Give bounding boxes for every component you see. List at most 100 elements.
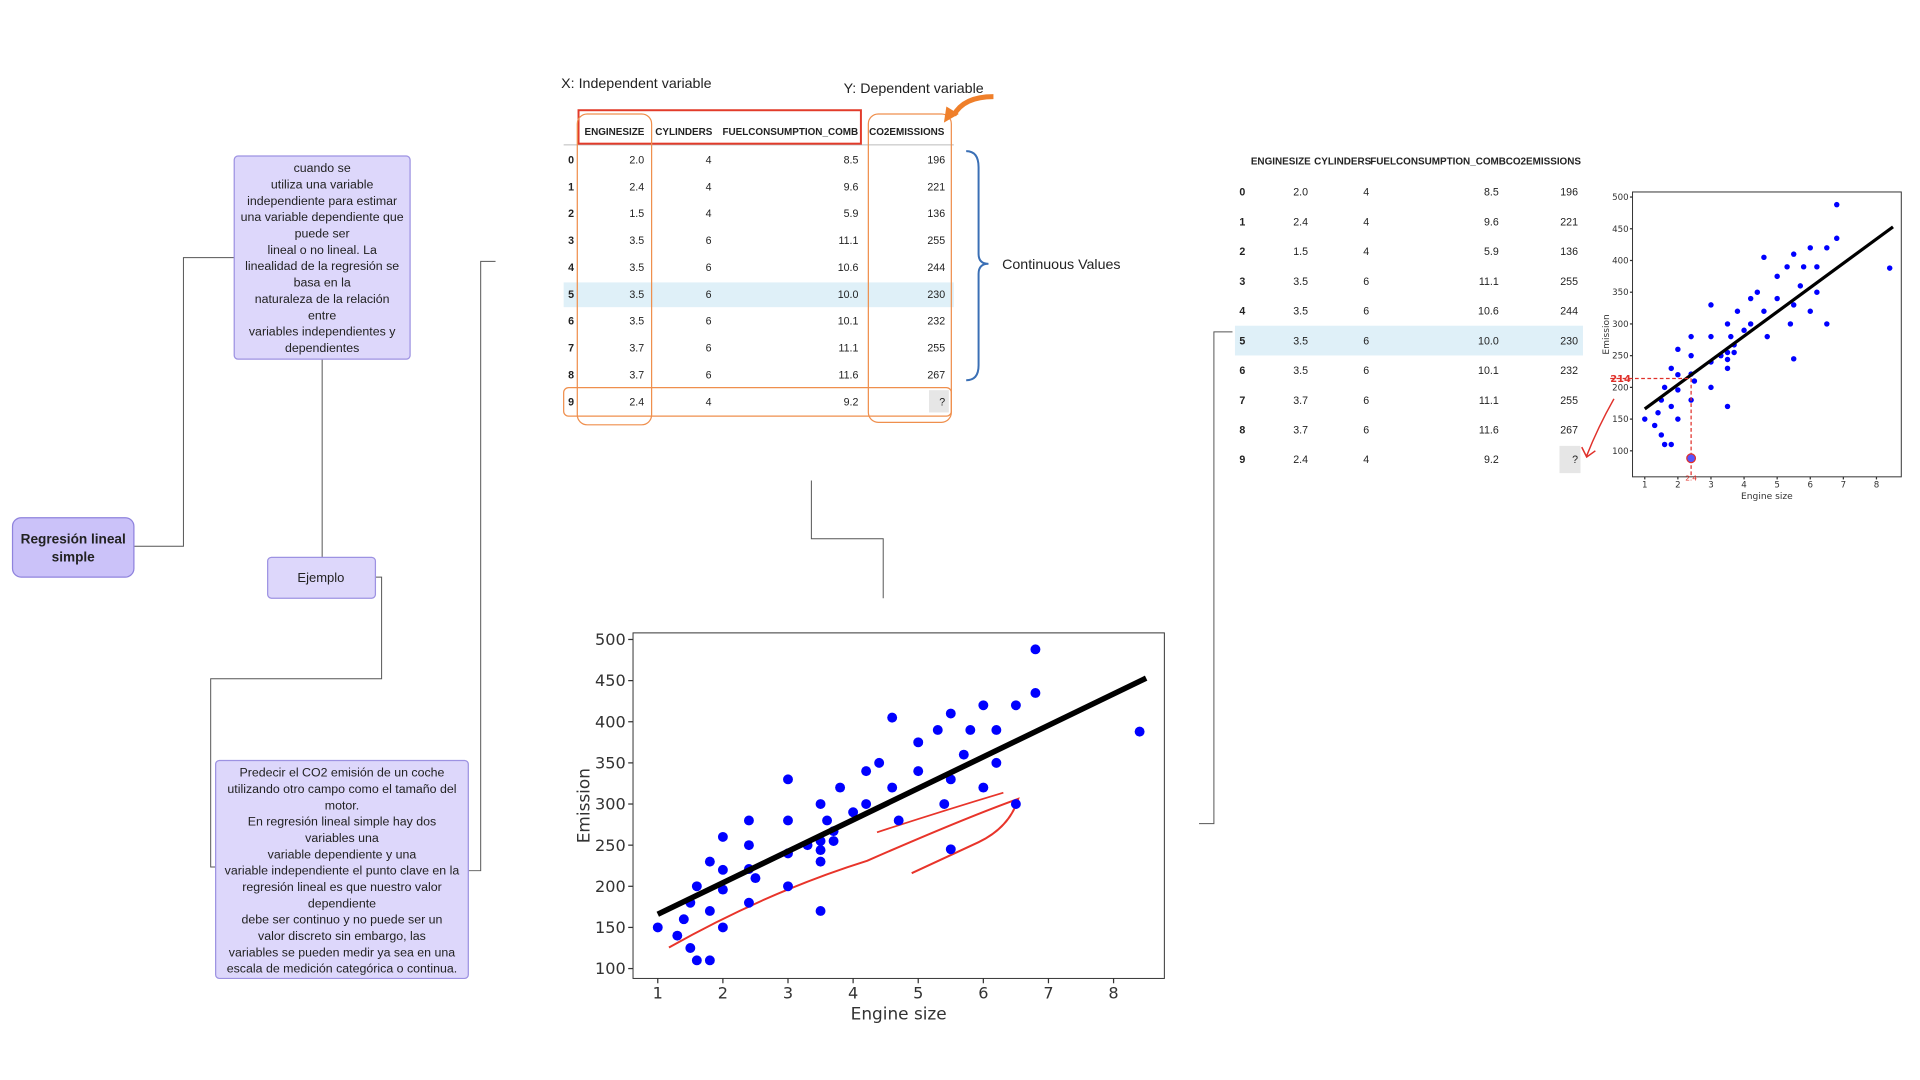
- point: [1774, 273, 1780, 280]
- point: [1747, 295, 1754, 302]
- brace: [966, 150, 989, 382]
- point: [1661, 441, 1668, 448]
- x-tick-label: 5: [1774, 481, 1780, 491]
- point: [815, 799, 826, 809]
- point: [691, 955, 702, 966]
- point: [743, 897, 754, 908]
- scatter-chart: 1 2 3 4 5 6 7 8 100 150 200 250 300 350 400 450 500 Engin…: [1581, 191, 1902, 502]
- point: [652, 922, 663, 933]
- point: [1761, 308, 1767, 314]
- point: [991, 725, 1002, 735]
- point: [685, 943, 696, 953]
- highlight-box: [563, 387, 952, 417]
- point: [672, 930, 683, 941]
- x-axis-label: Engine size: [1741, 492, 1793, 502]
- point: [1834, 201, 1840, 208]
- point: [1708, 384, 1714, 391]
- x-tick-label: 7: [1841, 481, 1847, 491]
- node-label: Regresión lineal simple: [21, 532, 126, 565]
- table-cell: 3.7: [629, 343, 644, 355]
- table-cell: 6: [568, 316, 574, 328]
- point: [1724, 403, 1731, 410]
- table-cell: 221: [927, 181, 945, 193]
- x-tick-label: 5: [913, 984, 923, 1003]
- table-cell: 5: [1239, 335, 1245, 347]
- highlight-box: [577, 109, 862, 145]
- y-axis-label: Emission: [574, 768, 594, 843]
- y-tick-label: 200: [1612, 383, 1629, 393]
- point: [913, 766, 924, 777]
- node-box[interactable]: [233, 155, 411, 360]
- point: [717, 884, 728, 895]
- table-cell: 267: [927, 369, 945, 381]
- table-cell: 6: [1363, 335, 1369, 347]
- point: [1708, 302, 1714, 308]
- point: [1764, 333, 1770, 340]
- point: [1734, 308, 1741, 314]
- table-cell: 4: [1363, 216, 1369, 228]
- table-cell: 10.0: [838, 289, 859, 301]
- table-cell: 11.1: [1479, 395, 1499, 407]
- point: [1708, 333, 1714, 340]
- fit-line: [656, 675, 1148, 917]
- point: [1675, 416, 1681, 422]
- table-cell: 8.5: [844, 154, 859, 166]
- point: [1774, 295, 1780, 302]
- table-cell: 0: [1239, 187, 1245, 199]
- x-tick-label: 1: [1642, 481, 1648, 491]
- table-cell: 230: [1560, 335, 1578, 347]
- point: [678, 914, 689, 925]
- table-cell: 9: [568, 396, 574, 408]
- y-tick-label: 150: [1612, 415, 1629, 425]
- point: [932, 725, 943, 735]
- table-cell: 3.5: [629, 235, 644, 247]
- point: [704, 856, 715, 867]
- column-header: CYLINDERS: [655, 127, 713, 138]
- point: [1030, 687, 1041, 698]
- table-cell: 2.4: [1293, 216, 1308, 228]
- table-cell: 2: [1239, 246, 1245, 258]
- scatter-chart: 1 2 3 4 5 6 7 8 100 150 200 250 300 350 400 450 500 Engin…: [574, 630, 1165, 1023]
- table-cell: 4: [1363, 454, 1369, 466]
- x-tick-label: 2: [1675, 481, 1681, 491]
- point: [1747, 321, 1754, 327]
- point: [1691, 378, 1698, 384]
- point: [1134, 726, 1145, 737]
- annotation: X: Independent variable: [561, 76, 711, 92]
- scribble: [876, 791, 1004, 834]
- table-cell: 5.9: [844, 208, 859, 220]
- table-cell: 3.5: [1293, 306, 1308, 318]
- arrow-head: [943, 106, 959, 123]
- y-tick-label: 250: [1612, 352, 1629, 362]
- table-cell: 3.5: [1293, 276, 1308, 288]
- node-box[interactable]: [267, 556, 377, 599]
- x-tick-label: 4: [1741, 481, 1747, 491]
- point: [1661, 384, 1668, 391]
- annotation: Continuous Values: [1002, 257, 1120, 273]
- table-cell: 267: [1560, 424, 1578, 436]
- point: [887, 712, 898, 723]
- x-tick-label: 2: [718, 984, 728, 1003]
- table-cell: 7: [568, 343, 574, 355]
- point: [1728, 333, 1734, 340]
- table-cell: 230: [927, 289, 945, 301]
- point: [691, 881, 702, 892]
- point: [1642, 416, 1648, 422]
- table-cell: 8.5: [1484, 187, 1499, 199]
- table-cell: 11.6: [839, 369, 859, 381]
- point: [783, 881, 793, 892]
- table-cell: 255: [1560, 276, 1578, 288]
- point: [1790, 356, 1797, 362]
- column-header: ENGINESIZE: [1251, 157, 1311, 168]
- y-tick-label: 500: [1612, 193, 1629, 203]
- root-node[interactable]: [11, 517, 135, 578]
- point: [743, 815, 754, 826]
- node-box[interactable]: [215, 759, 469, 980]
- node-label: cuando se utiliza una variable independien…: [241, 161, 404, 355]
- table-cell: 3.5: [629, 289, 644, 301]
- column-header: CYLINDERS: [1314, 157, 1372, 168]
- table-cell: 3.5: [1293, 335, 1308, 347]
- table-cell: 232: [927, 316, 945, 328]
